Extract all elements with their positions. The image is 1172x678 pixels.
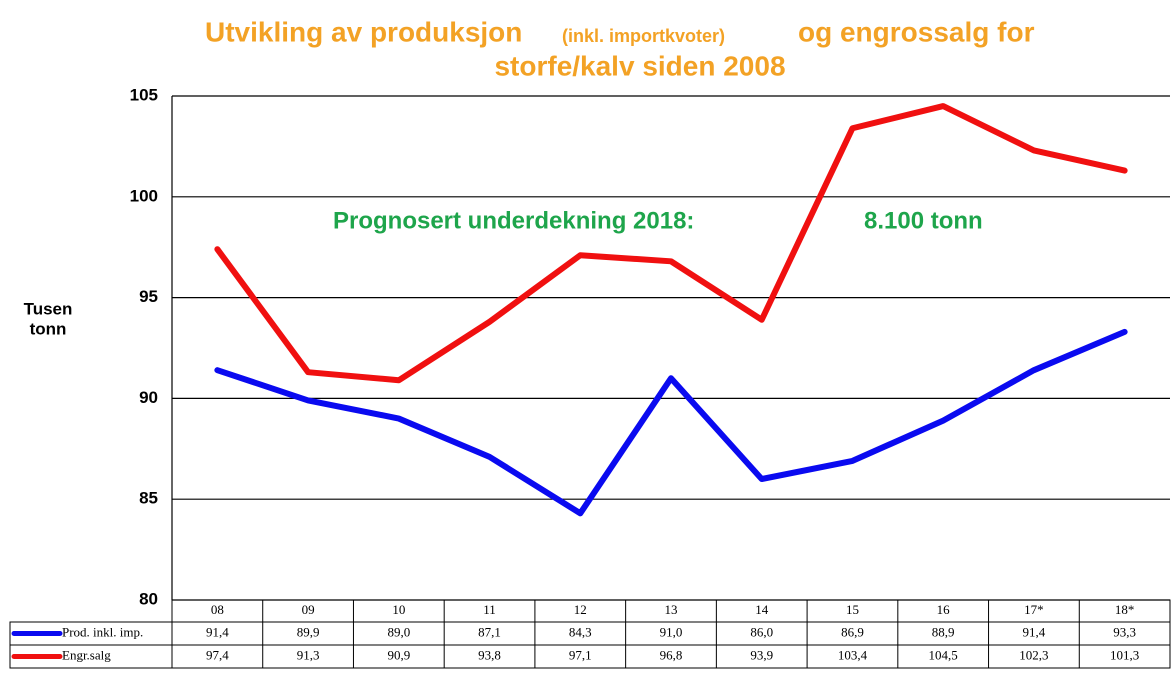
data-label: 91,4 bbox=[1023, 624, 1046, 639]
chart-title: storfe/kalv siden 2008 bbox=[494, 50, 785, 81]
data-label: 86,0 bbox=[750, 624, 773, 639]
x-tick-label: 15 bbox=[846, 602, 859, 617]
data-label: 93,9 bbox=[750, 647, 773, 662]
data-label: 93,3 bbox=[1113, 624, 1136, 639]
data-label: 97,4 bbox=[206, 647, 229, 662]
data-label: 89,9 bbox=[297, 624, 320, 639]
data-label: 96,8 bbox=[660, 647, 683, 662]
data-label: 104,5 bbox=[929, 647, 958, 662]
y-tick-label: 80 bbox=[139, 589, 158, 608]
y-tick-label: 100 bbox=[130, 186, 158, 205]
y-axis-label: tonn bbox=[30, 319, 67, 338]
y-tick-label: 90 bbox=[139, 388, 158, 407]
data-label: 91,0 bbox=[660, 624, 683, 639]
chart-title: Utvikling av produksjon bbox=[205, 16, 522, 47]
annotation: Prognosert underdekning 2018: bbox=[333, 207, 694, 234]
x-tick-label: 11 bbox=[483, 602, 496, 617]
data-label: 87,1 bbox=[478, 624, 501, 639]
legend-label: Prod. inkl. imp. bbox=[62, 624, 143, 639]
y-tick-label: 85 bbox=[139, 489, 158, 508]
x-tick-label: 12 bbox=[574, 602, 587, 617]
data-label: 91,4 bbox=[206, 624, 229, 639]
x-tick-label: 17* bbox=[1024, 602, 1044, 617]
data-label: 86,9 bbox=[841, 624, 864, 639]
data-label: 91,3 bbox=[297, 647, 320, 662]
table-border bbox=[171, 599, 1171, 669]
x-tick-label: 09 bbox=[302, 602, 315, 617]
chart-title: og engrossalg for bbox=[798, 16, 1035, 47]
series-line bbox=[214, 328, 1128, 517]
data-label: 93,8 bbox=[478, 647, 501, 662]
x-tick-label: 13 bbox=[665, 602, 678, 617]
y-tick-label: 95 bbox=[139, 287, 158, 306]
x-tick-label: 10 bbox=[392, 602, 405, 617]
x-tick-label: 08 bbox=[211, 602, 224, 617]
x-tick-label: 16 bbox=[937, 602, 951, 617]
data-label: 88,9 bbox=[932, 624, 955, 639]
data-label: 103,4 bbox=[838, 647, 868, 662]
y-tick-label: 105 bbox=[130, 85, 158, 104]
legend-label: Engr.salg bbox=[62, 647, 111, 662]
data-label: 102,3 bbox=[1019, 647, 1048, 662]
series-line bbox=[214, 103, 1128, 384]
data-label: 90,9 bbox=[387, 647, 410, 662]
data-label: 89,0 bbox=[387, 624, 410, 639]
data-label: 101,3 bbox=[1110, 647, 1139, 662]
data-label: 84,3 bbox=[569, 624, 592, 639]
data-label: 97,1 bbox=[569, 647, 592, 662]
chart-title: (inkl. importkvoter) bbox=[562, 26, 725, 46]
annotation: 8.100 tonn bbox=[864, 207, 983, 234]
x-tick-label: 18* bbox=[1115, 602, 1135, 617]
x-tick-label: 14 bbox=[755, 602, 769, 617]
y-axis-label: Tusen bbox=[24, 299, 73, 318]
